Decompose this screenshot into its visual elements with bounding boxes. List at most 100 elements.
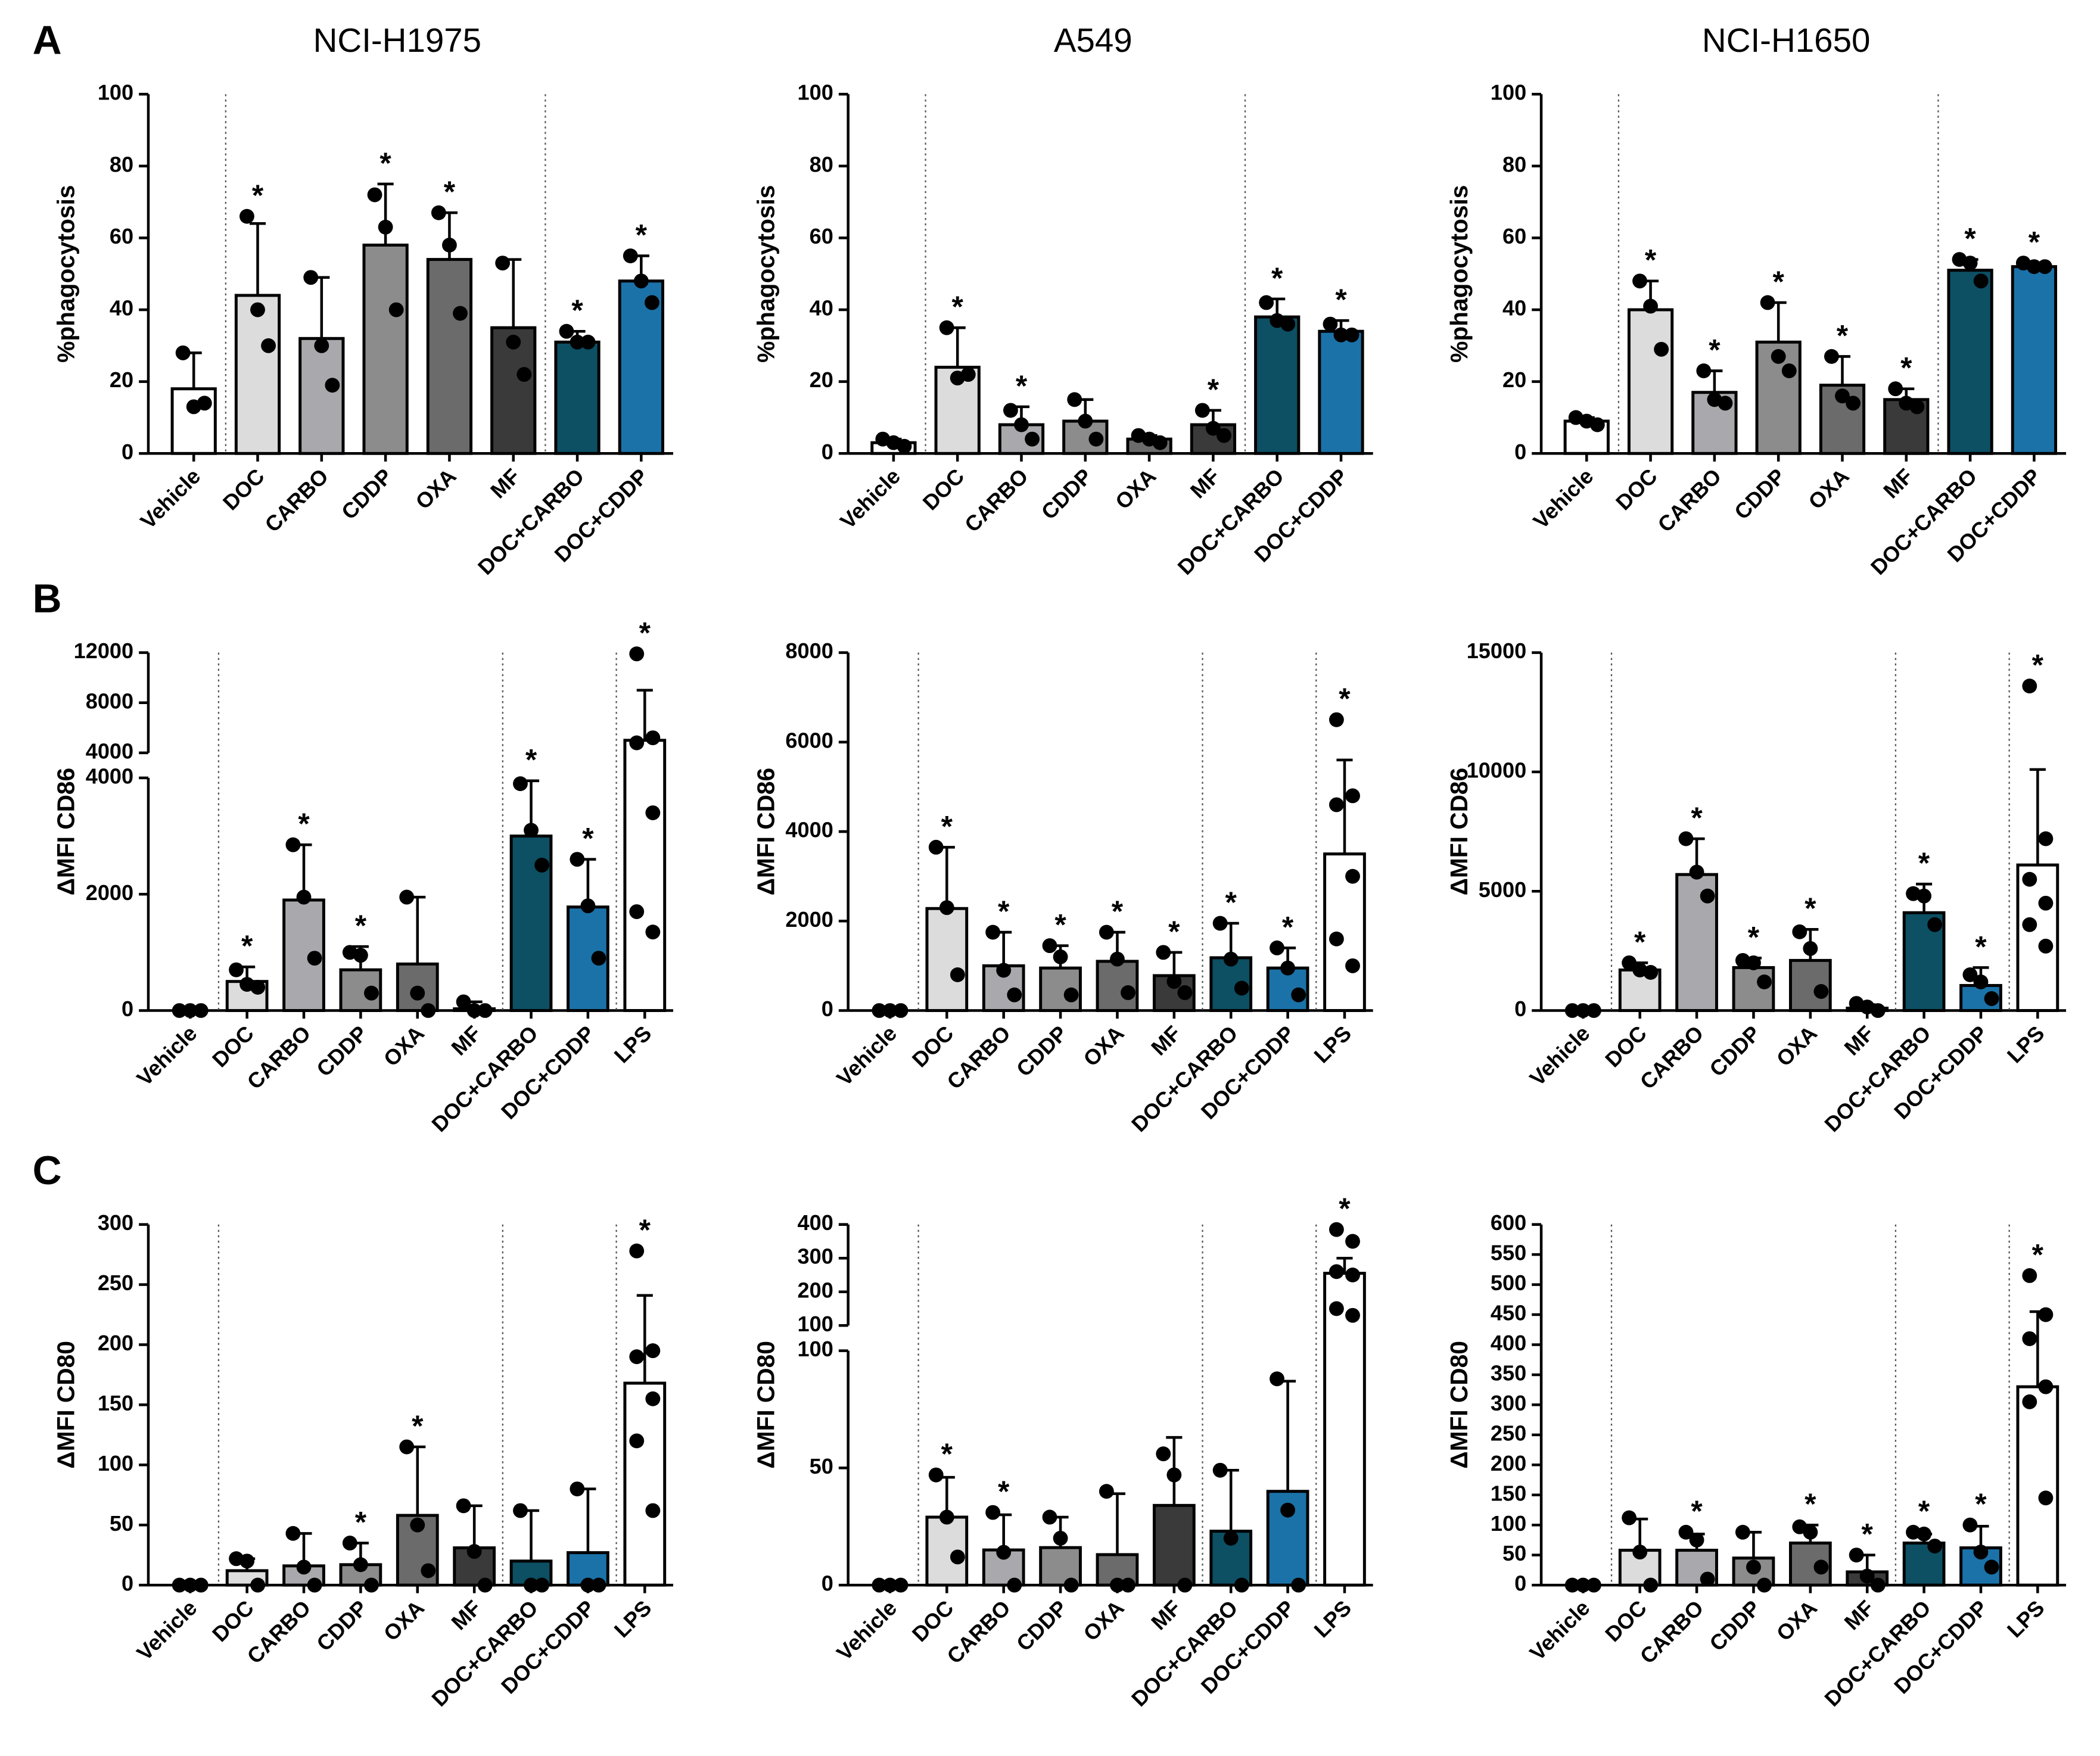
data-point [1973, 1545, 1989, 1560]
data-point [2037, 259, 2052, 275]
x-tick-label: OXA [1078, 1021, 1128, 1071]
data-point [239, 1553, 255, 1569]
data-point [524, 1577, 539, 1593]
data-point [570, 1481, 585, 1497]
data-point [296, 1559, 312, 1575]
data-point [2038, 831, 2054, 846]
data-point [229, 962, 244, 977]
data-point [1270, 1371, 1284, 1387]
data-point [1962, 256, 1978, 271]
y-tick-label: 0 [122, 440, 133, 464]
data-point [261, 338, 276, 353]
x-tick-label: CDDP [312, 1595, 372, 1655]
data-point [1700, 1571, 1715, 1587]
data-point [1270, 940, 1284, 955]
data-point [1586, 1003, 1601, 1018]
significance-star: * [998, 1475, 1010, 1508]
bar [1096, 960, 1139, 1012]
data-point [477, 1577, 493, 1593]
data-point [1575, 1577, 1591, 1593]
significance-star: * [1282, 910, 1294, 944]
significance-star: * [1691, 1495, 1703, 1528]
data-point [1205, 421, 1221, 436]
data-point [410, 985, 425, 1001]
data-point [456, 1498, 471, 1514]
data-point [517, 367, 532, 382]
data-point [1156, 945, 1171, 960]
x-tick-label: MF [446, 1021, 486, 1060]
y-axis-label: ΔMFI CD80 [752, 1341, 779, 1468]
data-point [1121, 1577, 1135, 1593]
y-tick-label: 100 [1491, 1511, 1526, 1536]
data-point [928, 1467, 944, 1483]
significance-star: * [241, 929, 253, 963]
data-point [353, 1557, 368, 1573]
data-point [939, 900, 954, 916]
y-tick-label: 8000 [785, 639, 833, 663]
y-tick-label: 20 [1502, 368, 1526, 392]
y-axis-label: ΔMFI CD86 [1445, 768, 1473, 895]
significance-star: * [1975, 930, 1987, 963]
data-point [1757, 974, 1772, 989]
y-tick-label: 2000 [785, 907, 833, 932]
x-tick-label: DOC [207, 1595, 259, 1646]
x-tick-label: DOC [218, 464, 269, 515]
y-tick-label: 350 [1491, 1360, 1526, 1385]
y-tick-label: 80 [110, 152, 133, 176]
significance-star: * [444, 175, 456, 208]
y-tick-label: 200 [98, 1331, 133, 1355]
data-point [1177, 985, 1193, 1000]
data-point [1803, 941, 1818, 956]
significance-star: * [952, 290, 964, 323]
data-point [296, 889, 312, 905]
data-point [1564, 1003, 1580, 1018]
data-point [1003, 403, 1018, 418]
data-point [1846, 396, 1861, 411]
x-tick-label: CDDP [1729, 464, 1790, 524]
data-point [629, 646, 645, 662]
data-point [1234, 980, 1249, 996]
data-point [506, 334, 521, 350]
significance-star: * [1225, 886, 1237, 919]
data-point [645, 1391, 661, 1406]
data-point [1166, 974, 1182, 989]
significance-star: * [1918, 1495, 1930, 1528]
data-point [325, 378, 340, 393]
y-axis-label: %phagocytosis [752, 185, 779, 363]
y-tick-label: 100 [798, 1312, 833, 1336]
x-tick-label: Vehicle [132, 1021, 201, 1091]
y-tick-label: 550 [1491, 1241, 1526, 1265]
data-point [466, 1003, 482, 1018]
data-point [1917, 888, 1932, 904]
x-tick-label: CDDP [1037, 464, 1097, 524]
y-tick-label: 20 [810, 368, 833, 392]
x-tick-label: CARBO [942, 1021, 1015, 1094]
data-point [1212, 1462, 1228, 1478]
data-point [172, 1577, 187, 1593]
bar [1627, 308, 1674, 455]
bar [554, 340, 601, 455]
y-axis-label: %phagocytosis [1445, 185, 1473, 363]
y-tick-label: 250 [98, 1271, 133, 1295]
data-point [2022, 917, 2037, 932]
significance-star: * [1691, 801, 1703, 835]
significance-star: * [355, 909, 367, 942]
y-axis-label: %phagocytosis [52, 185, 80, 363]
significance-star: * [941, 1437, 953, 1471]
data-point [1345, 1268, 1360, 1282]
data-point [1217, 428, 1231, 443]
data-point [985, 1505, 1001, 1520]
chart-title: A549 [1054, 21, 1133, 59]
data-point [250, 980, 266, 995]
x-tick-label: DOC [907, 1595, 959, 1646]
data-point [2022, 1268, 2037, 1283]
y-tick-label: 2000 [86, 880, 133, 905]
data-point [1088, 431, 1104, 447]
data-point [1291, 1577, 1306, 1593]
data-point [1870, 1577, 1886, 1593]
data-point [1813, 984, 1829, 999]
data-point [629, 904, 645, 919]
y-tick-label: 150 [1491, 1481, 1526, 1505]
data-point [1014, 417, 1029, 432]
